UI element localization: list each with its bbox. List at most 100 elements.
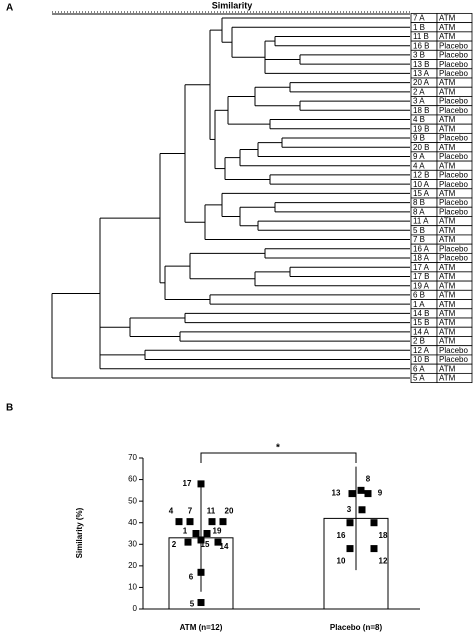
data-point <box>214 538 222 546</box>
data-point <box>370 519 378 527</box>
point-label: 12 <box>379 557 388 566</box>
leaf-group: Placebo <box>439 134 468 143</box>
leaf-group: ATM <box>439 217 456 226</box>
leaf-group: ATM <box>439 14 456 23</box>
leaf-id: 20 B <box>413 143 429 152</box>
leaf-id: 2 B <box>413 337 425 346</box>
leaf-group: ATM <box>439 272 456 281</box>
leaf-group: ATM <box>439 78 456 87</box>
leaf-group: Placebo <box>439 60 468 69</box>
leaf-group: ATM <box>439 143 456 152</box>
leaf-id: 8 A <box>413 207 425 216</box>
leaf-id: 11 A <box>413 217 429 226</box>
leaf-id: 8 B <box>413 198 425 207</box>
point-label: 9 <box>378 489 383 498</box>
leaf-id: 6 A <box>413 364 425 373</box>
data-point <box>197 536 205 544</box>
leaf-id: 19 B <box>413 124 429 133</box>
y-tick-label: 70 <box>128 453 137 462</box>
leaf-id: 12 B <box>413 171 429 180</box>
data-point <box>357 486 365 494</box>
leaf-id: 6 B <box>413 291 425 300</box>
leaf-id: 11 B <box>413 32 429 41</box>
data-point <box>186 518 194 526</box>
leaf-id: 15 A <box>413 189 430 198</box>
leaf-group: ATM <box>439 263 456 272</box>
point-label: 8 <box>366 474 371 483</box>
data-point <box>219 518 227 526</box>
leaf-group: ATM <box>439 235 456 244</box>
leaf-id: 1 A <box>413 300 425 309</box>
leaf-group: Placebo <box>439 171 468 180</box>
leaf-id: 10 A <box>413 180 430 189</box>
leaf-group: ATM <box>439 23 456 32</box>
leaf-id: 17 B <box>413 272 429 281</box>
leaf-id: 3 B <box>413 51 425 60</box>
panel-label: A <box>6 3 13 14</box>
leaf-id: 13 A <box>413 69 430 78</box>
leaf-id: 16 A <box>413 244 430 253</box>
leaf-group: ATM <box>439 189 456 198</box>
leaf-id: 9 A <box>413 152 425 161</box>
leaf-group: Placebo <box>439 69 468 78</box>
x-tick-label: Placebo (n=8) <box>330 623 383 632</box>
leaf-id: 19 A <box>413 281 430 290</box>
leaf-group: ATM <box>439 226 456 235</box>
data-point <box>370 545 378 553</box>
leaf-group: Placebo <box>439 355 468 364</box>
leaf-group: Placebo <box>439 180 468 189</box>
y-tick-label: 40 <box>128 518 137 527</box>
significance-mark: * <box>276 443 280 454</box>
leaf-group: ATM <box>439 374 456 383</box>
data-point <box>346 519 354 527</box>
point-label: 3 <box>347 505 352 514</box>
data-point <box>348 490 356 498</box>
data-point <box>192 530 200 537</box>
leaf-group: ATM <box>439 364 456 373</box>
leaf-id: 14 A <box>413 327 430 336</box>
leaf-id: 7 A <box>413 14 425 23</box>
leaf-group: ATM <box>439 309 456 318</box>
leaf-id: 20 A <box>413 78 430 87</box>
significance-bracket <box>200 452 357 463</box>
data-point <box>364 490 372 498</box>
point-label: 10 <box>337 557 346 566</box>
leaf-id: 12 A <box>413 346 430 355</box>
leaf-group: Placebo <box>439 152 468 161</box>
y-axis-label: Similarity (%) <box>75 507 84 558</box>
point-label: 18 <box>379 531 388 540</box>
leaf-group: ATM <box>439 300 456 309</box>
leaf-id: 1 B <box>413 23 425 32</box>
leaf-id: 10 B <box>413 355 429 364</box>
y-tick-label: 20 <box>128 561 137 570</box>
leaf-id: 2 A <box>413 87 425 96</box>
leaf-group: Placebo <box>439 254 468 263</box>
y-tick-label: 50 <box>128 496 137 505</box>
data-point <box>208 518 216 526</box>
data-point <box>346 545 354 553</box>
leaf-group: ATM <box>439 32 456 41</box>
point-label: 13 <box>332 489 341 498</box>
y-tick-label: 0 <box>133 604 138 613</box>
point-label: 14 <box>220 542 229 551</box>
leaf-group: ATM <box>439 327 456 336</box>
leaf-id: 14 B <box>413 309 429 318</box>
leaf-id: 5 B <box>413 226 425 235</box>
point-label: 16 <box>337 531 346 540</box>
leaf-group: ATM <box>439 337 456 346</box>
point-label: 5 <box>190 600 195 609</box>
data-point <box>184 538 192 546</box>
data-point <box>197 568 205 576</box>
leaf-group: Placebo <box>439 207 468 216</box>
point-label: 17 <box>183 479 192 488</box>
leaf-id: 15 B <box>413 318 429 327</box>
y-tick-label: 10 <box>128 583 137 592</box>
leaf-cell <box>436 372 473 384</box>
leaf-group: ATM <box>439 281 456 290</box>
leaf-id: 17 A <box>413 263 430 272</box>
data-point <box>358 506 366 514</box>
point-label: 7 <box>188 507 193 516</box>
leaf-group: ATM <box>439 318 456 327</box>
y-tick-label: 60 <box>128 475 137 484</box>
